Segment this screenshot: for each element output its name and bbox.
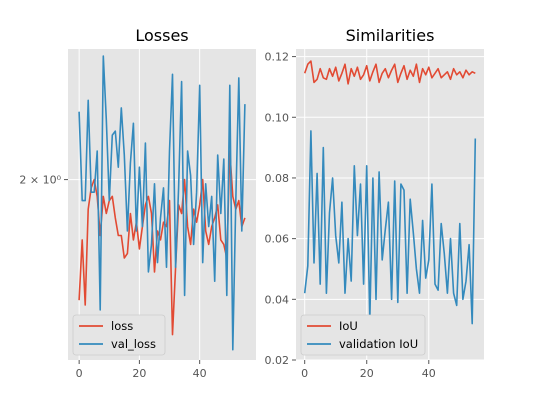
similarities-chart: Similarities 0 20 40 0.020.040.060.080.100… (265, 26, 484, 380)
similarities-legend-box (300, 314, 426, 356)
similarities-title: Similarities (346, 26, 435, 45)
similarities-y-tick-label: 0.06 (265, 233, 290, 246)
losses-y-tick-label: 2 × 10⁰ (19, 174, 61, 187)
losses-legend-box (72, 314, 166, 356)
losses-chart: Losses 0 20 40 2 × 10⁰ loss val_loss (19, 26, 256, 380)
similarities-series (303, 60, 477, 325)
losses-series-val_loss (78, 55, 246, 351)
losses-title: Losses (135, 26, 188, 45)
similarities-legend: IoU validation IoU (300, 314, 426, 356)
similarities-x-tick-label: 0 (301, 367, 308, 380)
similarities-y-tick-label: 0.10 (265, 111, 290, 124)
similarities-y-tick-label: 0.04 (265, 293, 290, 306)
similarities-plot-area (296, 49, 484, 360)
similarities-x-tick-label: 40 (422, 367, 436, 380)
legend-label-loss: loss (111, 319, 133, 333)
losses-series (78, 55, 246, 351)
similarities-series-iou (303, 60, 476, 85)
losses-x-tick-label: 20 (132, 367, 146, 380)
legend-label-iou: IoU (339, 319, 358, 333)
losses-x-tick-label: 40 (193, 367, 207, 380)
similarities-y-ticks: 0.02 0.04 0.06 0.08 0.10 0.12 (265, 51, 296, 367)
legend-label-validation-iou: validation IoU (339, 337, 418, 351)
similarities-y-tick-label: 0.02 (265, 354, 290, 367)
similarities-series-validation-iou (303, 130, 477, 325)
similarities-x-ticks: 0 20 40 (301, 360, 436, 380)
similarities-y-tick-label: 0.08 (265, 172, 290, 185)
legend-label-val-loss: val_loss (111, 337, 156, 351)
losses-legend: loss val_loss (72, 314, 166, 356)
similarities-x-tick-label: 20 (360, 367, 374, 380)
losses-x-ticks: 0 20 40 (76, 360, 207, 380)
losses-x-tick-label: 0 (76, 367, 83, 380)
losses-y-ticks: 2 × 10⁰ (19, 174, 68, 187)
similarities-y-tick-label: 0.12 (265, 51, 290, 64)
